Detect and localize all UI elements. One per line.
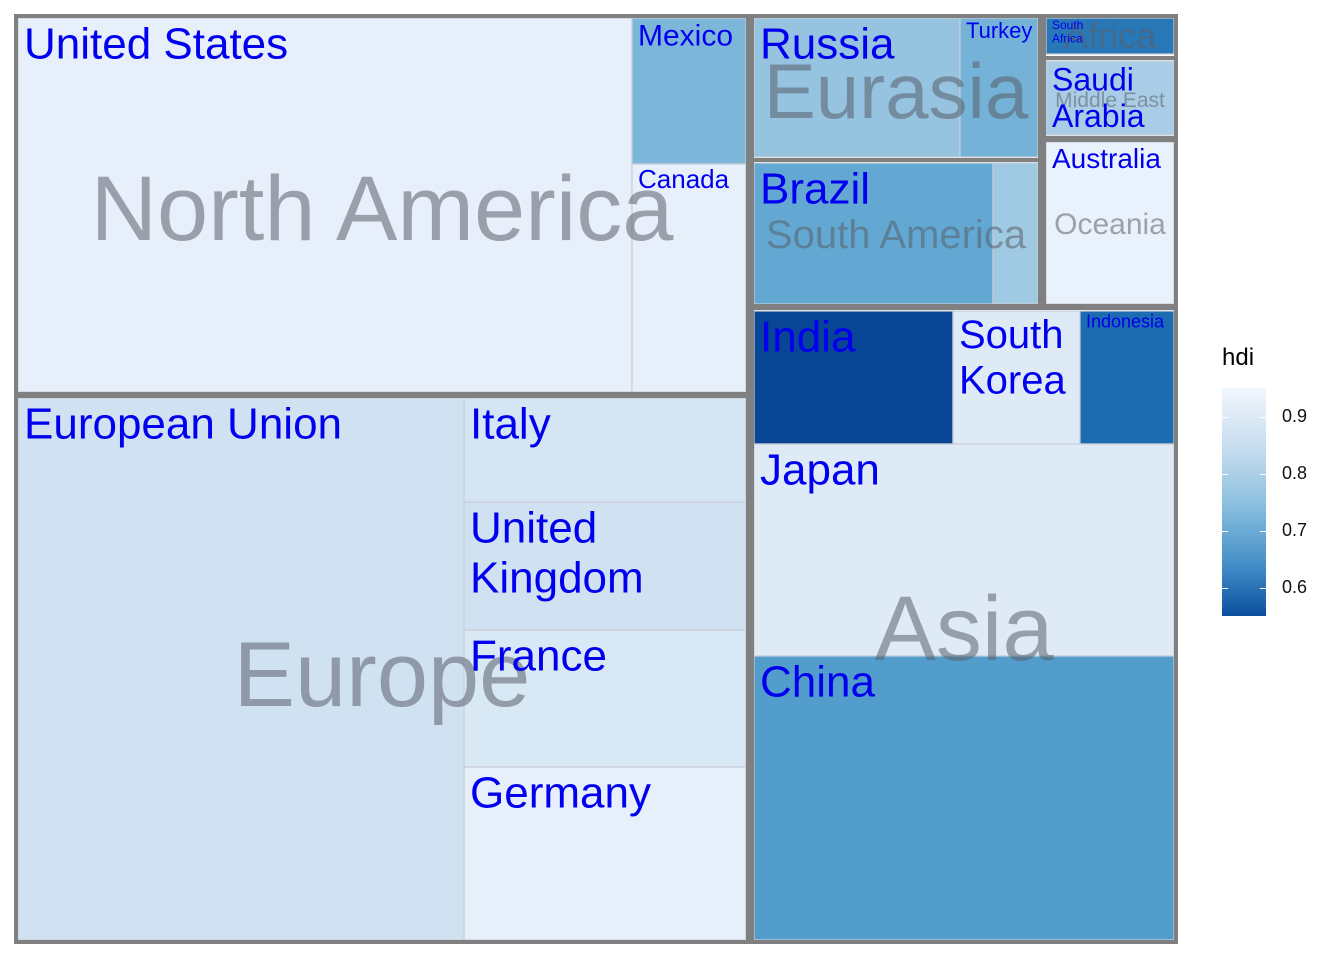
- tile-canada: [631, 163, 747, 393]
- group-label-eurasia: Eurasia: [764, 47, 1029, 135]
- tile-label-russia: Russia: [760, 19, 895, 68]
- tile-label-china: China: [760, 657, 875, 706]
- tile-label-south-africa: South Africa: [1052, 18, 1083, 46]
- group-border-asia: [750, 306, 1178, 944]
- group-label-north-america: North America: [91, 158, 675, 260]
- tile-united-kingdom: [463, 501, 747, 631]
- tile-china: [753, 655, 1175, 941]
- group-label-south-america: South America: [766, 213, 1027, 257]
- tile-label-united-states: United States: [24, 19, 288, 68]
- group-label-europe: Europe: [234, 624, 531, 726]
- legend-tick-mark: [1222, 530, 1228, 532]
- tile-south-korea: [952, 310, 1081, 445]
- tile-european-union: [17, 397, 465, 941]
- item-label-layer: United States Mexico Canada European Union I…: [24, 18, 1165, 817]
- tile-label-canada: Canada: [638, 164, 730, 194]
- legend-title: hdi: [1222, 344, 1255, 371]
- legend-colorbar: [1222, 388, 1266, 616]
- tile-label-saudi-arabia: Saudi Arabia: [1052, 61, 1145, 133]
- tile-indonesia: [1079, 310, 1175, 445]
- legend-tick-label: 0.7: [1282, 519, 1308, 540]
- tile-turkey: [959, 17, 1039, 158]
- group-border-europe: [14, 394, 750, 944]
- legend-tick-label: 0.9: [1282, 405, 1308, 426]
- tile-label-european-union: European Union: [24, 399, 342, 448]
- tile-japan: [753, 443, 1175, 657]
- tile-germany: [463, 766, 747, 941]
- tile-france: [463, 629, 747, 768]
- tile-mexico: [631, 17, 747, 165]
- legend-tick-mark: [1260, 530, 1266, 532]
- legend-tick-mark: [1222, 587, 1228, 589]
- tile-united-states: [17, 17, 633, 393]
- tile-label-india: India: [760, 312, 856, 361]
- tile-saudi-arabia: [1045, 60, 1175, 136]
- tile-label-france: France: [470, 631, 607, 680]
- group-label-layer: North America Europe Eurasia South America A…: [91, 15, 1167, 726]
- legend-tick-mark: [1260, 416, 1266, 418]
- group-border-layer: [14, 14, 1178, 944]
- tile-label-japan: Japan: [760, 445, 880, 494]
- tile-label-turkey: Turkey: [966, 18, 1032, 43]
- legend-tick-mark: [1222, 473, 1228, 475]
- legend-tick-mark: [1222, 416, 1228, 418]
- tile-label-germany: Germany: [470, 768, 651, 817]
- tile-south-africa: [1045, 17, 1175, 55]
- group-label-asia: Asia: [875, 578, 1055, 680]
- legend-tick-label: 0.6: [1282, 576, 1308, 597]
- tiles-layer: [17, 17, 1175, 941]
- group-label-oceania: Oceania: [1054, 208, 1166, 241]
- tile-label-indonesia: Indonesia: [1086, 312, 1165, 332]
- legend-tick-mark: [1260, 587, 1266, 589]
- tile-italy: [463, 397, 747, 503]
- legend-tick-label: 0.8: [1282, 462, 1308, 483]
- tile-label-australia: Australia: [1052, 143, 1161, 174]
- group-label-africa: Africa: [1064, 15, 1157, 56]
- tile-unlabeled: [992, 162, 1039, 305]
- tile-australia: [1045, 141, 1175, 305]
- tile-label-italy: Italy: [470, 399, 551, 448]
- tile-label-mexico: Mexico: [638, 20, 733, 53]
- legend: hdi 0.9 0.8 0.7 0.6: [1212, 340, 1332, 640]
- tile-label-united-kingdom: United Kingdom: [470, 503, 644, 602]
- tile-label-brazil: Brazil: [760, 164, 870, 213]
- tile-label-south-korea: South Korea: [959, 313, 1066, 403]
- legend-tick-mark: [1260, 473, 1266, 475]
- group-label-middle-east: Middle East: [1055, 89, 1165, 112]
